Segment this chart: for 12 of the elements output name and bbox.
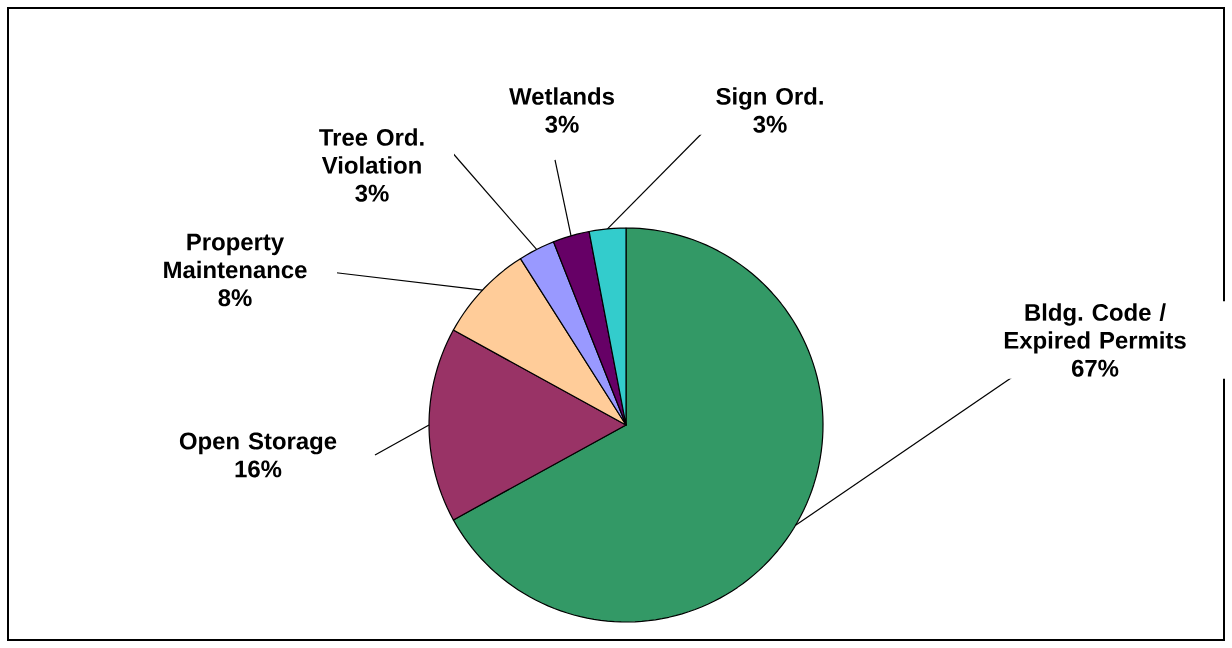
data-label: 16% xyxy=(235,460,282,478)
slice-label: Wetlands xyxy=(509,87,614,105)
slice-label: Bldg. Code / Expired Permits xyxy=(1004,303,1186,354)
data-label: 3% xyxy=(545,115,579,133)
slice-label: Tree Ord. Violation xyxy=(319,128,424,174)
data-label: 3% xyxy=(753,115,787,133)
data-label: 8% xyxy=(218,289,252,307)
data-label: 3% xyxy=(355,184,389,202)
slice-label: Property Maintenance xyxy=(164,233,307,279)
legend-label: Open Storage xyxy=(179,432,337,455)
data-label: 67% xyxy=(1071,359,1119,377)
slice-label: Sign Ord. xyxy=(716,87,823,110)
